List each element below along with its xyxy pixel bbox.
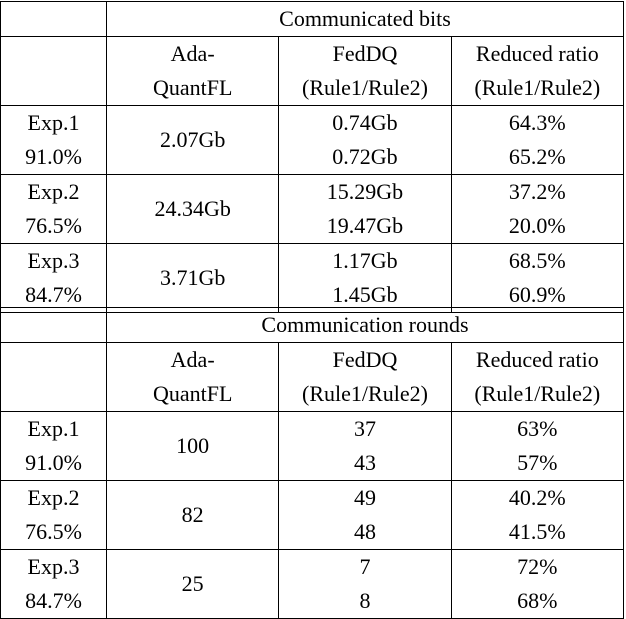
header-feddq: FedDQ (Rule1/Rule2) — [278, 342, 452, 412]
feddq-rule2: 1.45Gb — [332, 282, 398, 307]
experiment-cell: Exp.1 91.0% — [0, 105, 107, 175]
feddq-rule2: 8 — [359, 588, 371, 613]
feddq-rule2: 48 — [353, 519, 376, 544]
reduced-rule2: 20.0% — [508, 213, 566, 238]
table-title: Communication rounds — [106, 307, 624, 343]
feddq-values: 0.74Gb 0.72Gb — [278, 105, 452, 175]
table-row: Exp.1 91.0% 2.07Gb 0.74Gb 0.72Gb 64.3% 6… — [0, 105, 625, 175]
header-line: (Rule1/Rule2) — [474, 75, 601, 100]
reduced-rule1: 72% — [517, 554, 558, 579]
corner-cell — [0, 307, 107, 343]
header-line: FedDQ — [332, 347, 398, 372]
header-line: (Rule1/Rule2) — [302, 381, 428, 406]
feddq-rule1: 49 — [353, 485, 376, 510]
adaquantfl-value: 82 — [105, 480, 280, 550]
experiment-label: Exp.1 — [27, 416, 80, 441]
reduced-rule1: 68.5% — [508, 248, 566, 273]
header-line: (Rule1/Rule2) — [474, 381, 601, 406]
reduced-rule2: 41.5% — [508, 519, 566, 544]
header-row: Ada- QuantFL FedDQ (Rule1/Rule2) Reduced… — [0, 342, 625, 412]
adaquantfl-value: 24.34Gb — [105, 174, 280, 244]
experiment-label: Exp.3 — [27, 248, 80, 273]
experiment-cell: Exp.2 76.5% — [0, 480, 107, 550]
header-reduced-ratio: Reduced ratio (Rule1/Rule2) — [450, 342, 625, 412]
header-line: QuantFL — [152, 381, 233, 406]
reduced-rule1: 40.2% — [508, 485, 566, 510]
table-row: Exp.3 84.7% 25 7 8 72% 68% — [0, 549, 625, 619]
feddq-values: 15.29Gb 19.47Gb — [278, 174, 452, 244]
table-title-row: Communicated bits — [0, 1, 624, 37]
header-line: QuantFL — [152, 75, 233, 100]
adaquantfl-value: 3.71Gb — [105, 243, 280, 313]
experiment-label: Exp.2 — [27, 485, 80, 510]
experiment-cell: Exp.1 91.0% — [0, 411, 107, 481]
experiment-cell: Exp.3 84.7% — [0, 549, 107, 619]
feddq-values: 7 8 — [278, 549, 452, 619]
experiment-accuracy: 84.7% — [25, 588, 82, 613]
experiment-accuracy: 76.5% — [25, 519, 82, 544]
feddq-rule2: 43 — [353, 450, 376, 475]
feddq-values: 1.17Gb 1.45Gb — [278, 243, 452, 313]
table-row: Exp.1 91.0% 100 37 43 63% 57% — [0, 411, 625, 481]
feddq-rule1: 0.74Gb — [332, 110, 398, 135]
reduced-rule2: 68% — [517, 588, 558, 613]
header-line: Ada- — [170, 347, 215, 372]
experiment-accuracy: 76.5% — [25, 213, 82, 238]
header-line: Reduced ratio — [475, 347, 599, 372]
header-adaquantfl: Ada- QuantFL — [105, 342, 280, 412]
reduced-ratio-values: 40.2% 41.5% — [450, 480, 625, 550]
communicated-bits-table: Communicated bits Ada- QuantFL FedDQ (Ru… — [0, 1, 625, 313]
experiment-label: Exp.2 — [27, 179, 80, 204]
feddq-rule1: 7 — [359, 554, 371, 579]
header-adaquantfl: Ada- QuantFL — [105, 36, 280, 106]
experiment-label: Exp.1 — [27, 110, 80, 135]
reduced-ratio-values: 72% 68% — [450, 549, 625, 619]
feddq-rule1: 37 — [353, 416, 376, 441]
header-line: (Rule1/Rule2) — [302, 75, 428, 100]
header-reduced-ratio: Reduced ratio (Rule1/Rule2) — [450, 36, 625, 106]
experiment-cell: Exp.2 76.5% — [0, 174, 107, 244]
experiment-accuracy: 91.0% — [25, 144, 82, 169]
header-row: Ada- QuantFL FedDQ (Rule1/Rule2) Reduced… — [0, 36, 625, 106]
experiment-label: Exp.3 — [27, 554, 80, 579]
corner-cell — [0, 1, 107, 37]
reduced-rule2: 60.9% — [508, 282, 566, 307]
reduced-ratio-values: 68.5% 60.9% — [450, 243, 625, 313]
corner-cell — [0, 342, 107, 412]
adaquantfl-value: 25 — [105, 549, 280, 619]
adaquantfl-value: 2.07Gb — [105, 105, 280, 175]
reduced-rule2: 57% — [517, 450, 558, 475]
header-line: FedDQ — [332, 41, 398, 66]
experiment-accuracy: 91.0% — [25, 450, 82, 475]
experiment-accuracy: 84.7% — [25, 282, 82, 307]
feddq-rule2: 0.72Gb — [332, 144, 398, 169]
reduced-ratio-values: 64.3% 65.2% — [450, 105, 625, 175]
header-line: Ada- — [170, 41, 215, 66]
reduced-rule2: 65.2% — [508, 144, 566, 169]
feddq-rule1: 15.29Gb — [326, 179, 404, 204]
experiment-cell: Exp.3 84.7% — [0, 243, 107, 313]
table-title: Communicated bits — [106, 1, 624, 37]
reduced-rule1: 37.2% — [508, 179, 566, 204]
communication-rounds-table: Communication rounds Ada- QuantFL FedDQ … — [0, 307, 625, 619]
reduced-ratio-values: 63% 57% — [450, 411, 625, 481]
table-row: Exp.2 76.5% 24.34Gb 15.29Gb 19.47Gb 37.2… — [0, 174, 625, 244]
table-row: Exp.2 76.5% 82 49 48 40.2% 41.5% — [0, 480, 625, 550]
reduced-ratio-values: 37.2% 20.0% — [450, 174, 625, 244]
adaquantfl-value: 100 — [105, 411, 280, 481]
corner-cell — [0, 36, 107, 106]
header-line: Reduced ratio — [475, 41, 599, 66]
feddq-rule2: 19.47Gb — [326, 213, 404, 238]
feddq-values: 49 48 — [278, 480, 452, 550]
reduced-rule1: 64.3% — [508, 110, 566, 135]
header-feddq: FedDQ (Rule1/Rule2) — [278, 36, 452, 106]
feddq-values: 37 43 — [278, 411, 452, 481]
feddq-rule1: 1.17Gb — [332, 248, 398, 273]
reduced-rule1: 63% — [517, 416, 558, 441]
table-row: Exp.3 84.7% 3.71Gb 1.17Gb 1.45Gb 68.5% 6… — [0, 243, 625, 313]
table-title-row: Communication rounds — [0, 307, 624, 343]
